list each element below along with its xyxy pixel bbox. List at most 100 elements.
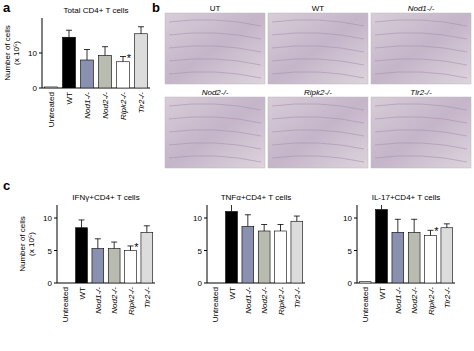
error-bar xyxy=(444,224,450,228)
tissue-texture xyxy=(375,117,467,123)
x-tick-label: Untreated xyxy=(211,287,220,322)
y-tick-label: 10 xyxy=(28,49,37,58)
error-cap xyxy=(261,224,267,225)
error-line xyxy=(114,242,115,249)
histology-image xyxy=(165,97,265,168)
x-tick-label: WT xyxy=(65,92,74,105)
x-tick-label: Nod2-/- xyxy=(101,92,110,119)
tissue-texture xyxy=(272,143,364,149)
y-tick-label: 5 xyxy=(48,247,53,256)
y-axis-label: Number of cells(x 10⁵) xyxy=(18,216,36,272)
error-bar xyxy=(144,226,150,233)
y-axis xyxy=(357,205,358,283)
tissue-texture xyxy=(169,33,261,39)
bar xyxy=(209,283,221,284)
error-line xyxy=(247,215,248,227)
y-tick xyxy=(204,218,207,219)
histology-image xyxy=(268,97,368,168)
y-tick xyxy=(39,88,42,89)
bar xyxy=(99,55,112,88)
error-bar xyxy=(278,225,284,232)
bar xyxy=(117,62,130,88)
error-bar xyxy=(245,215,251,227)
error-bar xyxy=(411,219,417,232)
panel-letter: c xyxy=(3,178,10,193)
x-tick-label: Nod2-/- xyxy=(410,287,419,314)
y-tick xyxy=(354,218,357,219)
error-line xyxy=(397,219,398,232)
error-cap xyxy=(294,216,300,217)
error-cap xyxy=(84,49,90,50)
y-tick-label: 0 xyxy=(33,84,38,93)
bar xyxy=(141,232,153,283)
y-axis-label: Number of cells(x 10⁵) xyxy=(3,25,21,81)
error-cap xyxy=(395,219,401,220)
panel-letter: a xyxy=(3,0,11,15)
bar xyxy=(359,282,371,283)
error-bar xyxy=(66,30,72,37)
x-tick-label: WT xyxy=(228,287,237,300)
bar xyxy=(441,228,453,283)
error-cap xyxy=(428,230,434,231)
error-bar xyxy=(428,230,434,235)
bar xyxy=(59,283,71,284)
bars xyxy=(359,205,452,283)
tissue-texture xyxy=(272,130,364,136)
tissue-texture xyxy=(375,46,467,52)
panel-letter: b xyxy=(152,0,160,15)
error-cap xyxy=(120,56,126,57)
error-line xyxy=(381,205,382,210)
x-axis xyxy=(42,88,150,89)
error-line xyxy=(123,57,124,62)
chart-title: IFNγ+CD4+ T cells xyxy=(72,193,139,202)
chart-title: IL-17+CD4+ T cells xyxy=(372,193,441,202)
x-tick-label: Nod2-/- xyxy=(260,287,269,314)
bar xyxy=(291,221,303,283)
y-tick xyxy=(354,250,357,251)
error-bar xyxy=(395,219,401,232)
histology-image xyxy=(165,13,265,84)
y-tick-label: 0 xyxy=(48,279,53,288)
chart-title: TNFα+CD4+ T cells xyxy=(221,193,292,202)
histology-image xyxy=(371,97,471,168)
error-line xyxy=(69,30,70,37)
tissue-texture xyxy=(375,143,467,149)
error-line xyxy=(146,226,147,233)
y-axis-label-line: (x 10⁵) xyxy=(12,41,21,65)
x-tick-label: Ripk2-/- xyxy=(127,287,136,315)
x-axis xyxy=(57,283,155,284)
tissue-texture xyxy=(375,104,467,110)
y-tick xyxy=(354,283,357,284)
y-tick xyxy=(54,218,57,219)
error-cap xyxy=(102,46,108,47)
y-tick xyxy=(204,250,207,251)
y-tick xyxy=(54,250,57,251)
y-tick-label: 10 xyxy=(193,214,202,223)
tissue-texture xyxy=(375,156,467,162)
tissue-texture xyxy=(272,156,364,162)
tissue-texture xyxy=(169,59,261,65)
x-tick-label: Ripk2-/- xyxy=(277,287,286,315)
tissue-texture xyxy=(272,33,364,39)
error-cap xyxy=(66,30,72,31)
x-tick-label: Ripk2-/- xyxy=(119,92,128,120)
y-axis xyxy=(57,205,58,283)
x-tick-label: Tlr2-/- xyxy=(143,287,152,309)
x-tick-label: Nod2-/- xyxy=(110,287,119,314)
tissue-texture xyxy=(169,46,261,52)
bar xyxy=(45,87,58,88)
x-tick-label: Untreated xyxy=(61,287,70,322)
error-line xyxy=(280,225,281,232)
y-tick-label: 0 xyxy=(198,279,203,288)
error-bar xyxy=(84,50,90,61)
tissue-texture xyxy=(375,130,467,136)
tissue-texture xyxy=(272,72,364,78)
error-bar xyxy=(261,225,267,232)
error-line xyxy=(130,246,131,251)
y-tick-label: 5 xyxy=(348,247,353,256)
x-tick-label: WT xyxy=(78,287,87,300)
error-bar xyxy=(95,239,101,249)
y-axis-label-line: Number of cells xyxy=(3,25,12,81)
tissue-texture xyxy=(169,156,261,162)
error-line xyxy=(141,27,142,34)
